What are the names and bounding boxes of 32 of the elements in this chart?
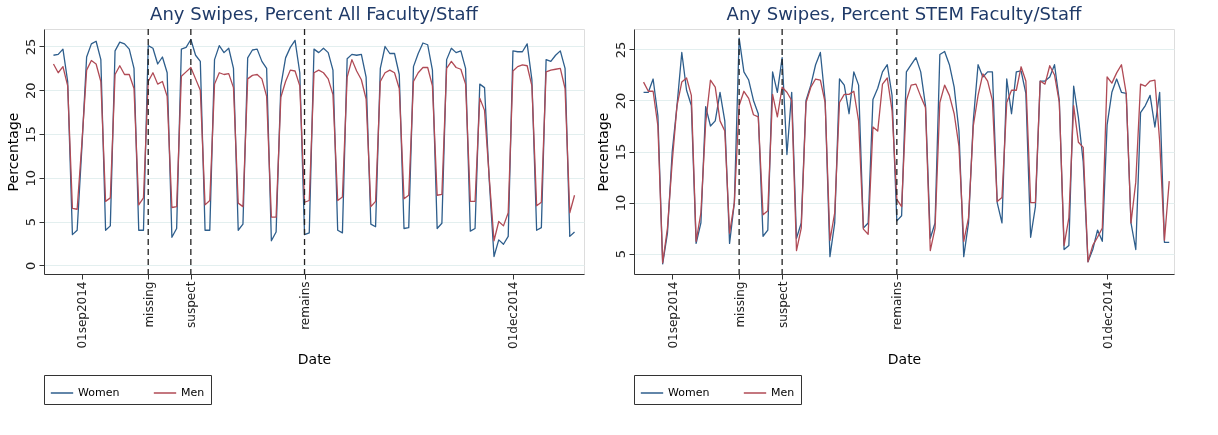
x-tick-label: suspect: [184, 281, 199, 328]
y-axis-title: Percentage: [594, 112, 611, 192]
legend-label: Men: [771, 386, 795, 399]
y-tick-label: 25: [612, 41, 628, 59]
y-axis-title: Percentage: [4, 112, 21, 192]
legend-label: Men: [181, 386, 205, 399]
x-tick-label: missing: [141, 281, 156, 328]
y-tick-label: 5: [612, 249, 628, 259]
y-tick-label: 20: [22, 82, 38, 100]
x-tick-label: remains: [890, 281, 905, 330]
y-tick-label: 20: [612, 92, 628, 110]
y-tick-label: 10: [612, 194, 628, 212]
x-axis-title: Date: [297, 350, 332, 367]
y-tick-label: 25: [22, 38, 38, 56]
chart-title: Any Swipes, Percent STEM Faculty/Staff: [726, 3, 1082, 25]
x-tick-label: 01sep2014: [665, 281, 680, 349]
x-tick-label: 01dec2014: [1100, 281, 1115, 349]
y-tick-label: 5: [22, 217, 38, 227]
line-series: [52, 58, 576, 242]
y-tick-label: 15: [22, 126, 38, 143]
x-tick-label: suspect: [775, 281, 790, 328]
x-tick-label: 01dec2014: [506, 281, 521, 349]
y-tick-label: 10: [22, 169, 38, 187]
legend-label: Women: [668, 386, 710, 399]
x-axis-title: Date: [887, 350, 922, 367]
y-tick-label: 15: [612, 143, 628, 161]
x-tick-label: missing: [732, 281, 747, 328]
x-tick-label: 01sep2014: [75, 281, 90, 349]
x-tick-label: remains: [298, 281, 313, 330]
y-tick-label: 0: [22, 261, 38, 270]
chart-title: Any Swipes, Percent All Faculty/Staff: [150, 3, 479, 25]
legend-label: Women: [78, 386, 120, 399]
